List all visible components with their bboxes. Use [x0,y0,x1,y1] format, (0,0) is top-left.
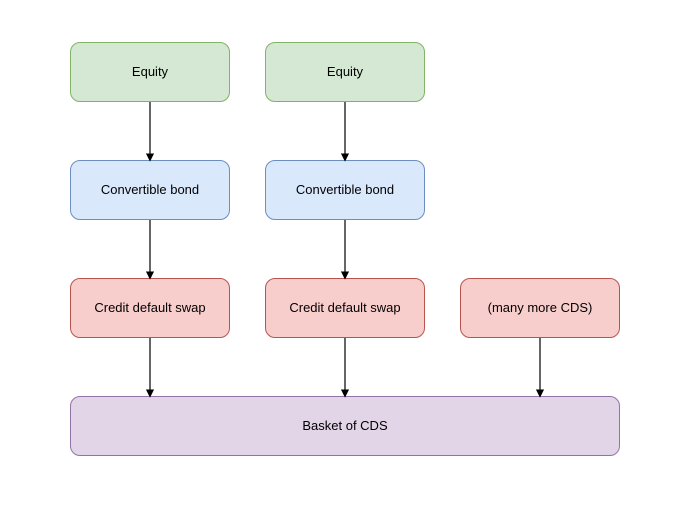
node-label: Equity [327,64,363,81]
node-label: Convertible bond [101,182,199,199]
node-label: (many more CDS) [488,300,593,317]
node-cds-many-more: (many more CDS) [460,278,620,338]
node-label: Basket of CDS [302,418,387,435]
node-cds-1: Credit default swap [70,278,230,338]
flowchart-canvas: { "diagram": { "type": "flowchart", "can… [0,0,697,523]
node-equity-1: Equity [70,42,230,102]
node-equity-2: Equity [265,42,425,102]
node-convertible-bond-1: Convertible bond [70,160,230,220]
node-convertible-bond-2: Convertible bond [265,160,425,220]
node-cds-2: Credit default swap [265,278,425,338]
node-label: Equity [132,64,168,81]
node-label: Credit default swap [94,300,205,317]
node-label: Credit default swap [289,300,400,317]
node-label: Convertible bond [296,182,394,199]
node-basket-of-cds: Basket of CDS [70,396,620,456]
